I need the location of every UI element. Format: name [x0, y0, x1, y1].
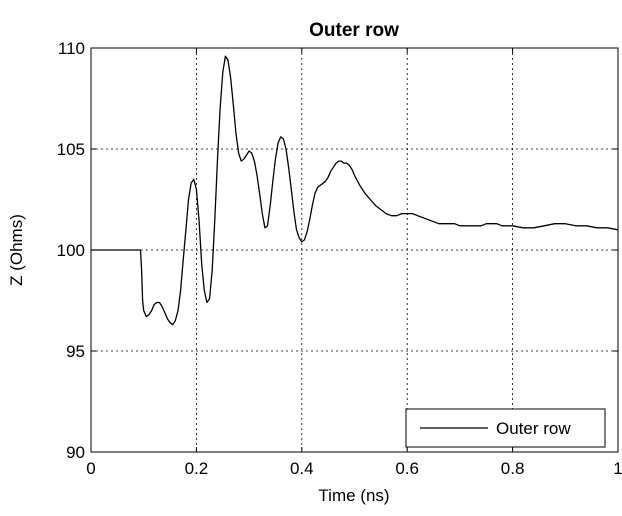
plot-area [91, 48, 618, 452]
x-tick-label: 0.6 [395, 459, 419, 478]
legend-label: Outer row [496, 419, 571, 438]
y-tick-label: 100 [57, 241, 85, 260]
x-tick-label: 1 [613, 459, 622, 478]
tick-marks [90, 47, 619, 453]
y-tick-labels: 90 95 100 105 110 [57, 39, 85, 462]
series-line-outer-row [91, 55, 619, 326]
series-layer [91, 55, 619, 326]
y-tick-label: 90 [66, 443, 85, 462]
x-tick-label: 0.8 [501, 459, 525, 478]
y-tick-label: 95 [66, 342, 85, 361]
x-tick-label: 0.2 [185, 459, 209, 478]
x-axis-label: Time (ns) [318, 486, 389, 505]
y-tick-label: 105 [57, 140, 85, 159]
x-tick-labels: 0 0.2 0.4 0.6 0.8 1 [86, 459, 622, 478]
legend: Outer row [405, 408, 606, 448]
y-axis-label: Z (Ohms) [7, 214, 26, 286]
grid-lines [91, 48, 618, 452]
x-tick-label: 0.4 [290, 459, 314, 478]
chart-title: Outer row [309, 20, 399, 41]
y-tick-label: 110 [58, 39, 85, 58]
x-tick-label: 0 [86, 459, 95, 478]
